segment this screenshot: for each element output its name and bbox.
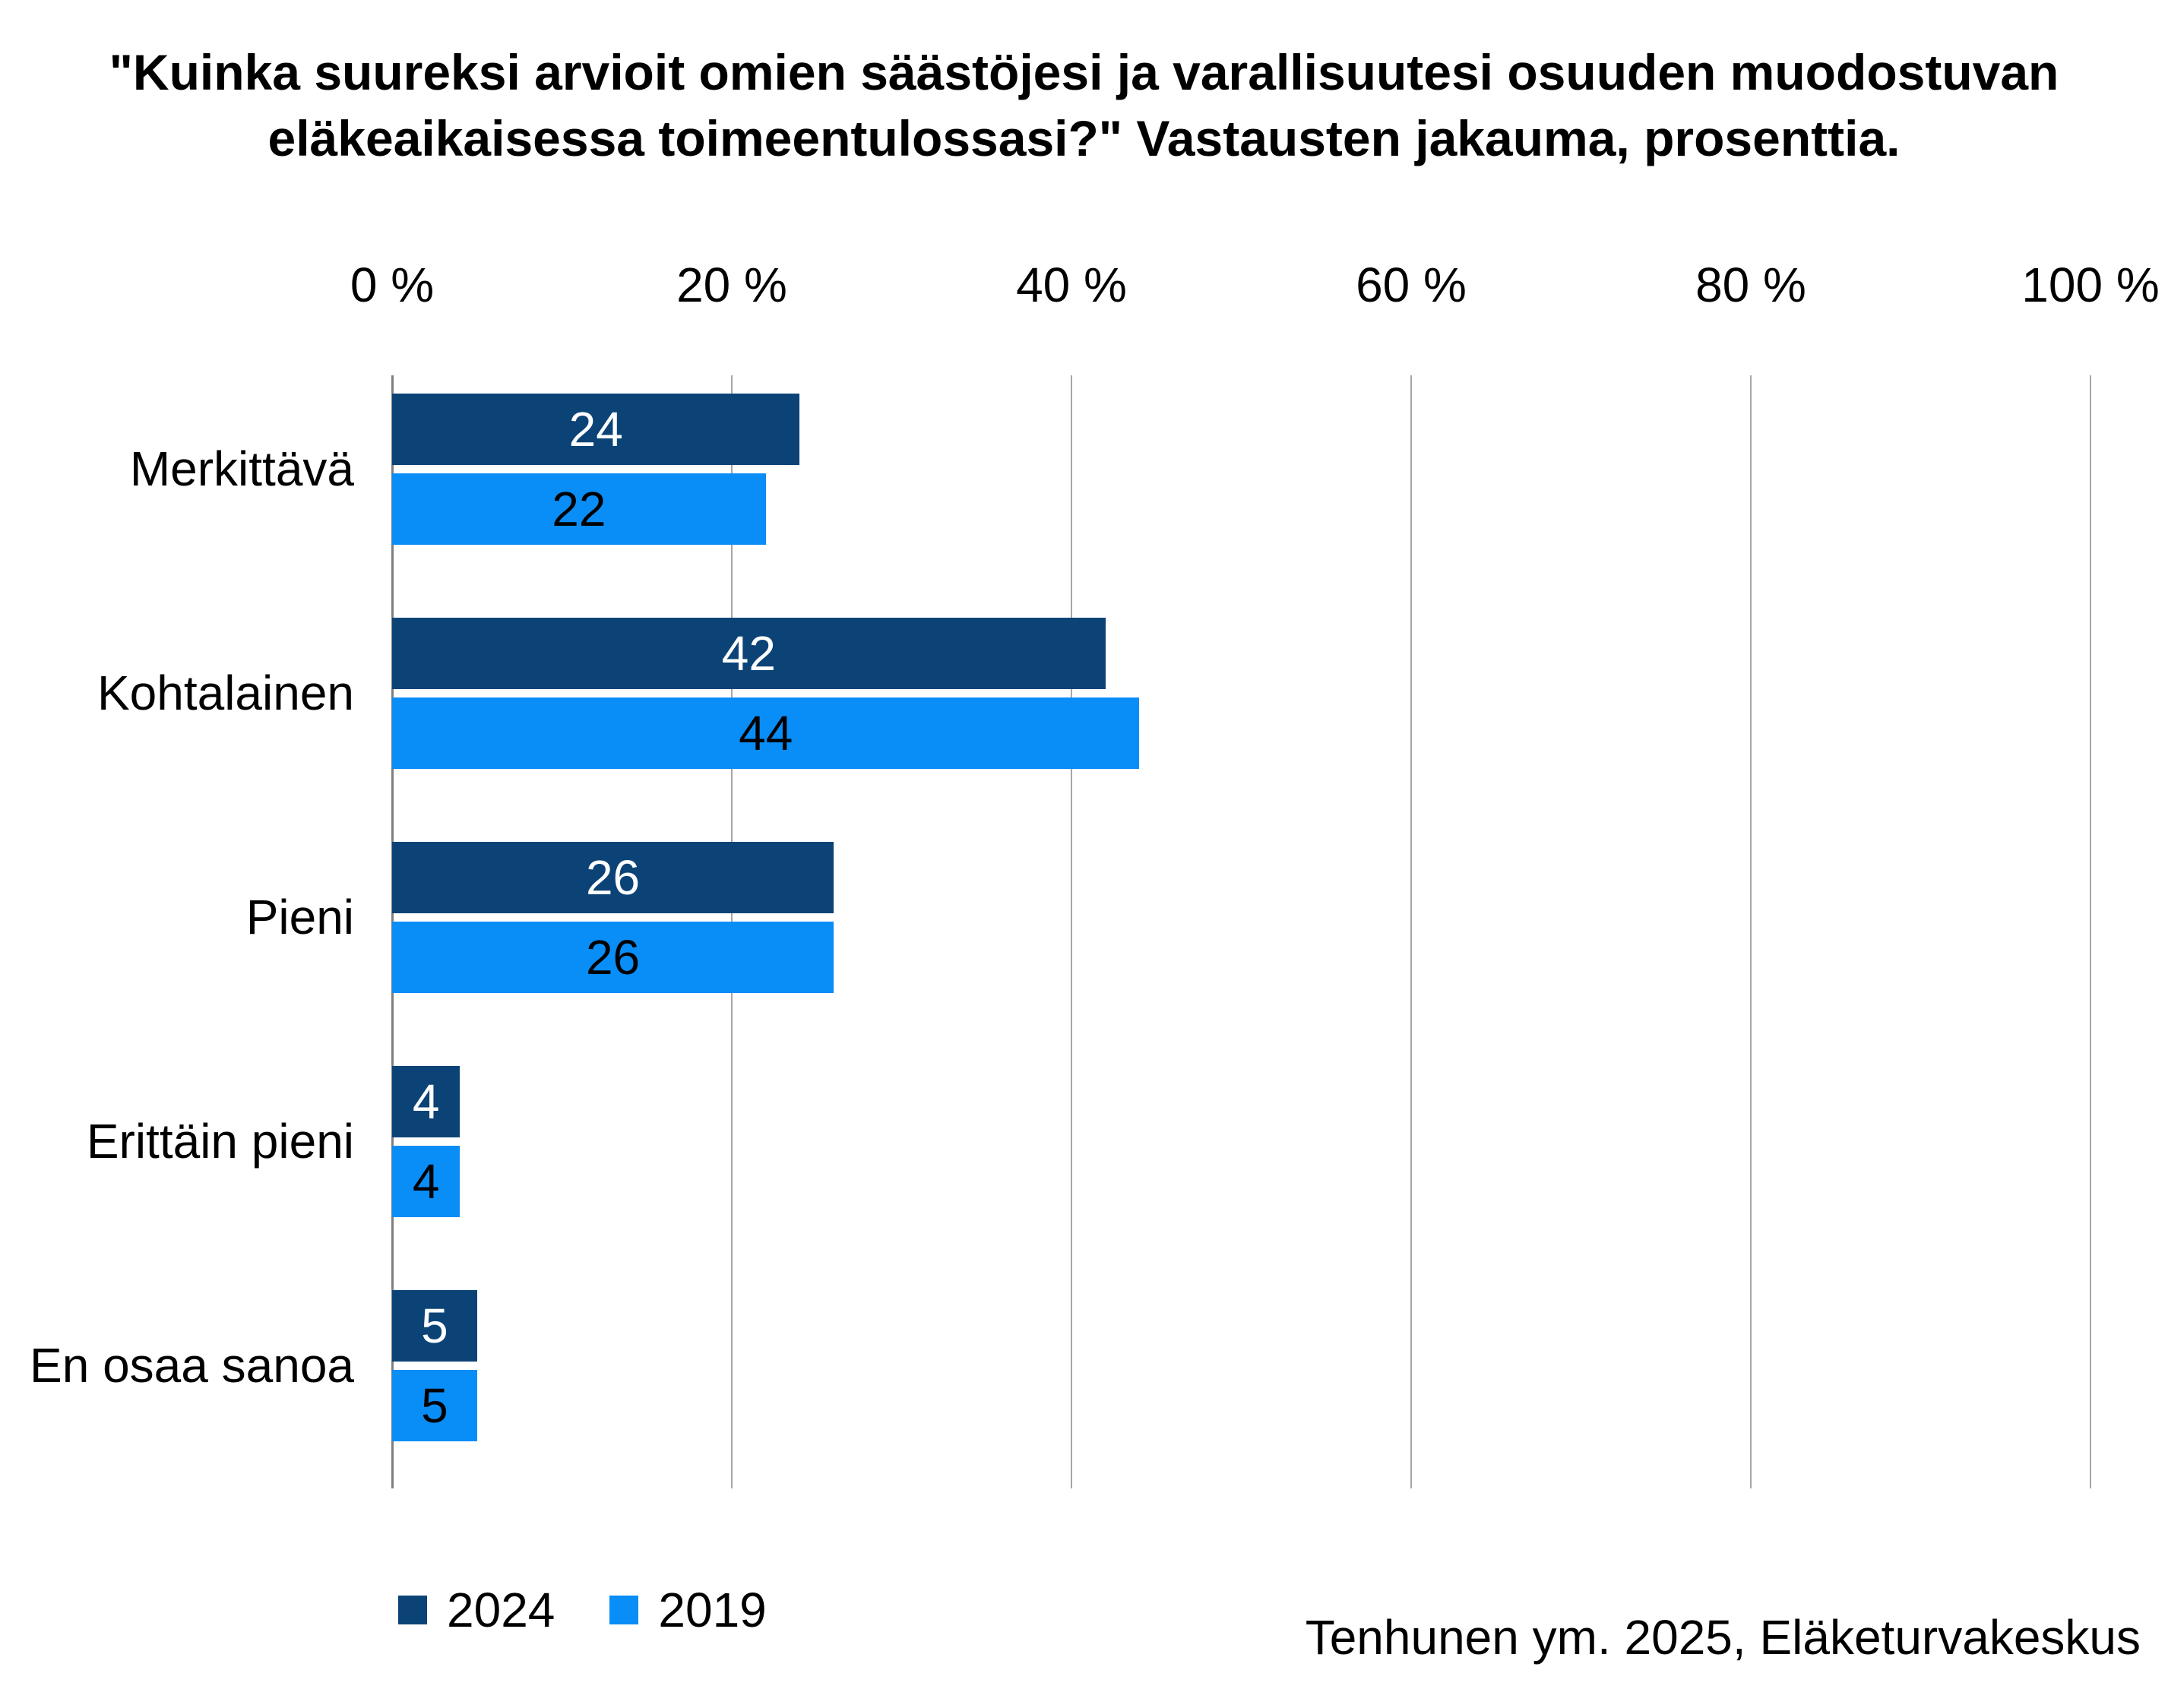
x-axis-tick-label-60: 60 % [1356,258,1467,312]
bar-2019-category-0: 22 [392,473,766,545]
bar-2024-category-4: 5 [392,1289,477,1362]
category-label-3: Erittäin pieni [86,1114,354,1169]
category-label-2: Pieni [245,890,354,944]
bar-2024-category-0: 24 [392,393,800,465]
category-label-1: Kohtalainen [97,666,354,720]
bar-value-label-2019-category-2: 26 [585,929,641,985]
bar-2024-category-1: 42 [392,617,1106,689]
category-axis-labels: Merkittävä Kohtalainen Pieni Erittäin pieni… [0,375,354,1488]
bar-2019-category-2: 26 [392,921,834,993]
chart-title-line2: eläkeaikaisessa toimeentulossasi?" Vasta… [267,110,1901,167]
bar-2019-category-3: 4 [392,1145,461,1217]
bar-value-label-2019-category-1: 44 [739,705,793,761]
gridline-100 [2090,375,2091,1488]
x-axis-tick-label-40: 40 % [1016,258,1127,312]
bar-value-label-2024-category-2: 26 [585,849,641,905]
x-axis-tick-label-0: 0 % [350,258,435,312]
legend-entry-2019: 2019 [609,1582,767,1638]
gridline-60 [1410,375,1412,1488]
bar-value-label-2024-category-1: 42 [721,625,776,681]
chart-title-line1: "Kuinka suureksi arvioit omien säästöjes… [109,44,2059,100]
category-label-0: Merkittävä [129,441,354,496]
x-axis-tick-label-80: 80 % [1695,258,1806,312]
bar-2024-category-2: 26 [392,841,834,913]
bar-value-label-2024-category-4: 5 [421,1298,448,1353]
source-attribution: Tenhunen ym. 2025, Eläketurvakeskus [1305,1610,2141,1665]
bar-value-label-2024-category-3: 4 [412,1074,440,1129]
legend-swatch-2024 [398,1596,427,1624]
x-axis-tick-label-100: 100 % [2021,258,2160,312]
bar-value-label-2024-category-0: 24 [568,401,623,457]
bar-2024-category-3: 4 [392,1065,461,1137]
x-axis-tick-labels: 0 % 20 % 40 % 60 % 80 % 100 % [0,257,2168,318]
bar-value-label-2019-category-4: 5 [421,1377,448,1433]
category-label-4: En osaa sanoa [30,1338,354,1393]
legend-swatch-2019 [609,1596,639,1624]
plot-area: 24 22 42 44 26 26 4 4 5 5 [391,375,2091,1488]
gridline-40 [1071,375,1072,1488]
legend-entry-2024: 2024 [398,1582,555,1638]
bar-value-label-2019-category-3: 4 [412,1153,440,1209]
x-axis-tick-label-20: 20 % [676,258,787,312]
bar-2019-category-4: 5 [392,1369,477,1441]
bar-value-label-2019-category-0: 22 [552,481,606,536]
gridline-80 [1750,375,1752,1488]
bar-2019-category-1: 44 [392,697,1140,769]
legend-label-2024: 2024 [447,1583,555,1637]
legend: 2024 2019 [398,1582,767,1638]
chart-title: "Kuinka suureksi arvioit omien säästöjes… [0,40,2168,172]
legend-label-2019: 2019 [658,1583,767,1637]
